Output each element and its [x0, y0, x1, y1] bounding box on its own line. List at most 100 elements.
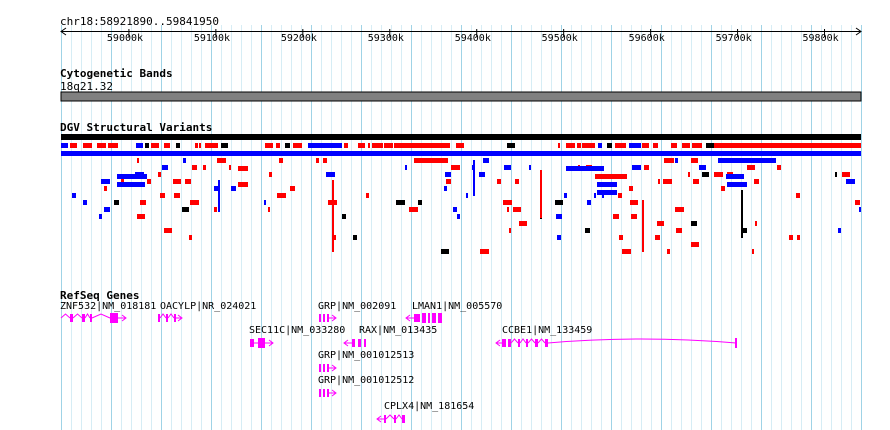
- dgv-variant: [473, 160, 475, 196]
- dgv-variant: [855, 200, 860, 205]
- gene-exon: [402, 415, 405, 423]
- dgv-variant: [394, 143, 401, 148]
- dgv-variant: [658, 179, 660, 184]
- gene-label[interactable]: RAX|NM_013435: [359, 325, 438, 336]
- gene-label[interactable]: SEC11C|NM_033280: [249, 325, 346, 336]
- gene-label[interactable]: ZNF532|NM_018181: [60, 301, 157, 312]
- gene-label[interactable]: CCBE1|NM_133459: [502, 325, 593, 336]
- gene-intron: [72, 313, 83, 319]
- gene-label[interactable]: OACYLP|NR_024021: [160, 301, 257, 312]
- dgv-variant: [602, 193, 604, 198]
- dgv-variant: [691, 158, 698, 163]
- gene-exon: [319, 364, 321, 372]
- gene-exon: [110, 313, 118, 323]
- dgv-variant: [598, 143, 602, 148]
- dgv-variant: [368, 143, 370, 148]
- dgv-variant: [675, 207, 684, 212]
- ruler: [60, 27, 862, 37]
- dgv-variant: [160, 193, 165, 198]
- dgv-variant: [721, 186, 725, 191]
- dgv-variant: [741, 228, 747, 233]
- gene-exon: [432, 313, 436, 323]
- gene-exon: [502, 339, 506, 347]
- gene-intron: [510, 338, 519, 344]
- gene-exon: [438, 313, 442, 323]
- gene-label[interactable]: CPLX4|NM_181654: [384, 401, 475, 412]
- dgv-summary-bar: [61, 134, 861, 140]
- dgv-variant: [754, 179, 759, 184]
- dgv-variant: [316, 158, 319, 163]
- dgv-track-title: DGV Structural Variants: [60, 121, 213, 134]
- dgv-variant: [70, 143, 77, 148]
- gene-label[interactable]: GRP|NM_001012512: [318, 375, 415, 386]
- dgv-variant: [846, 179, 855, 184]
- dgv-variant: [838, 228, 841, 233]
- gene-exon: [508, 339, 511, 347]
- dgv-variant: [108, 143, 118, 148]
- dgv-variant: [595, 174, 627, 179]
- dgv-variant: [480, 249, 489, 254]
- dgv-variant: [117, 182, 145, 187]
- dgv-variant: [203, 165, 206, 170]
- dgv-variant: [218, 180, 220, 212]
- dgv-variant: [190, 200, 199, 205]
- gene-label[interactable]: LMAN1|NM_005570: [412, 301, 503, 312]
- dgv-variant: [457, 214, 460, 219]
- dgv-variant: [667, 249, 670, 254]
- dgv-variant: [796, 193, 800, 198]
- dgv-variant: [323, 158, 327, 163]
- dgv-variant: [676, 228, 682, 233]
- gene-exon: [545, 339, 548, 347]
- gene-exon: [323, 314, 325, 322]
- ruler-left-arrow: [60, 27, 67, 36]
- dgv-variant: [515, 179, 519, 184]
- dgv-variant: [682, 143, 690, 148]
- ruler-tick-label: 59000k: [106, 33, 144, 44]
- gene-intron: [537, 338, 546, 344]
- dgv-variant: [657, 221, 664, 226]
- dgv-variant: [147, 179, 151, 184]
- gene-exon: [174, 314, 176, 322]
- gene-label[interactable]: GRP|NM_002091: [318, 301, 397, 312]
- dgv-variant: [555, 200, 563, 205]
- dgv-variant: [176, 143, 180, 148]
- dgv-variant: [497, 179, 501, 184]
- dgv-variant: [727, 182, 747, 187]
- dgv-variant: [607, 143, 612, 148]
- dgv-variant: [398, 143, 450, 148]
- dgv-variant: [229, 165, 231, 170]
- dgv-variant: [859, 207, 861, 212]
- dgv-variant: [137, 158, 139, 163]
- dgv-variant: [183, 158, 186, 163]
- cytoband-name: 18q21.32: [60, 80, 113, 93]
- dgv-variant: [83, 143, 92, 148]
- dgv-variant: [726, 174, 744, 179]
- dgv-variant: [114, 200, 119, 205]
- gene-strand-arrow: [177, 314, 183, 322]
- dgv-variant: [137, 214, 145, 219]
- gene-exon: [158, 314, 160, 322]
- dgv-variant: [61, 151, 861, 156]
- dgv-variant: [483, 158, 489, 163]
- dgv-variant: [747, 165, 755, 170]
- dgv-variant: [655, 235, 660, 240]
- dgv-variant: [83, 200, 87, 205]
- dgv-variant: [268, 207, 270, 212]
- dgv-variant: [140, 200, 146, 205]
- dgv-variant: [285, 143, 290, 148]
- dgv-variant: [714, 143, 861, 148]
- dgv-variant: [277, 193, 286, 198]
- gene-exon: [352, 339, 355, 347]
- gene-label[interactable]: GRP|NM_001012513: [318, 350, 415, 361]
- dgv-variant: [456, 143, 464, 148]
- ruler-tick-label: 59600k: [628, 33, 665, 44]
- ruler-tick-label: 59400k: [454, 33, 491, 44]
- gene-exon: [518, 339, 520, 347]
- dgv-variant: [221, 143, 228, 148]
- dgv-variant: [162, 165, 168, 170]
- dgv-variant: [693, 179, 699, 184]
- dgv-variant: [632, 165, 641, 170]
- gene-strand-arrow: [121, 314, 127, 322]
- dgv-variant: [706, 143, 718, 148]
